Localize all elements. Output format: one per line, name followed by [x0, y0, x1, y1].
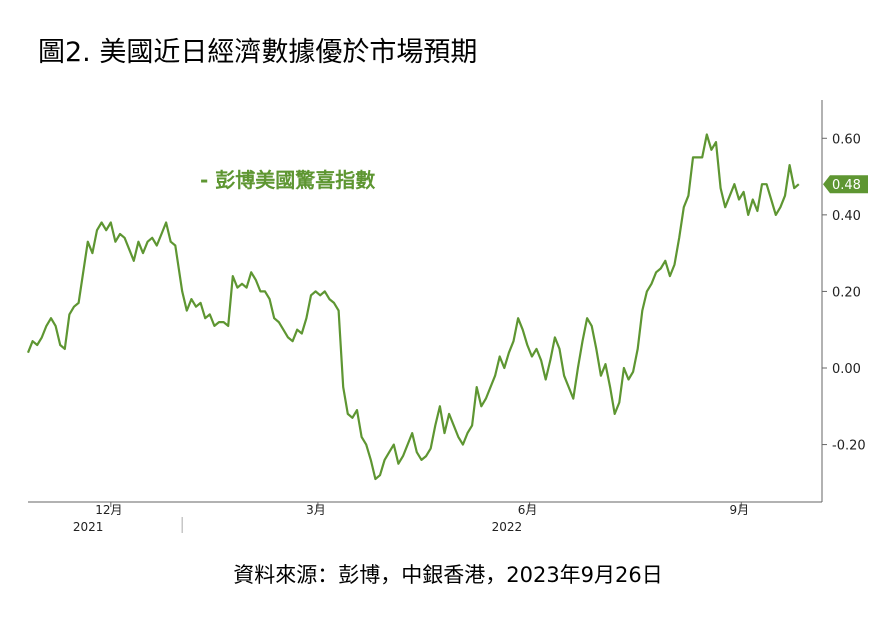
chart-title: 圖2. 美國近日經濟數據優於市場預期	[38, 37, 478, 68]
axes-group	[28, 100, 823, 503]
x-tick-label: 6月	[518, 503, 538, 517]
y-ticks-group: 0.60 0.40 0.20 0.00 -0.20	[822, 132, 866, 454]
last-value-badge: 0.48	[823, 175, 868, 194]
legend-label: - 彭博美國驚喜指數	[200, 168, 375, 192]
y-tick-label: 0.40	[832, 209, 861, 224]
y-tick-label: 0.00	[832, 362, 861, 377]
x-year-label: 2021	[73, 520, 104, 534]
x-tick-label: 3月	[306, 503, 326, 517]
series-line-surprise-index	[26, 133, 800, 481]
series-group	[26, 133, 800, 481]
y-tick-label: -0.20	[832, 439, 866, 454]
source-note: 資料來源：彭博，中銀香港，2023年9月26日	[233, 563, 663, 587]
x-tick-label: 12月	[95, 503, 122, 517]
x-ticks-group: 12月3月6月9月12月3月6月9月202120222023	[73, 502, 749, 534]
x-tick-label: 9月	[729, 503, 749, 517]
y-tick-label: 0.60	[832, 132, 861, 147]
y-tick-label: 0.20	[832, 285, 861, 300]
last-value-badge-shape	[823, 175, 868, 194]
last-value-label: 0.48	[832, 178, 861, 193]
x-year-label: 2022	[492, 520, 523, 534]
